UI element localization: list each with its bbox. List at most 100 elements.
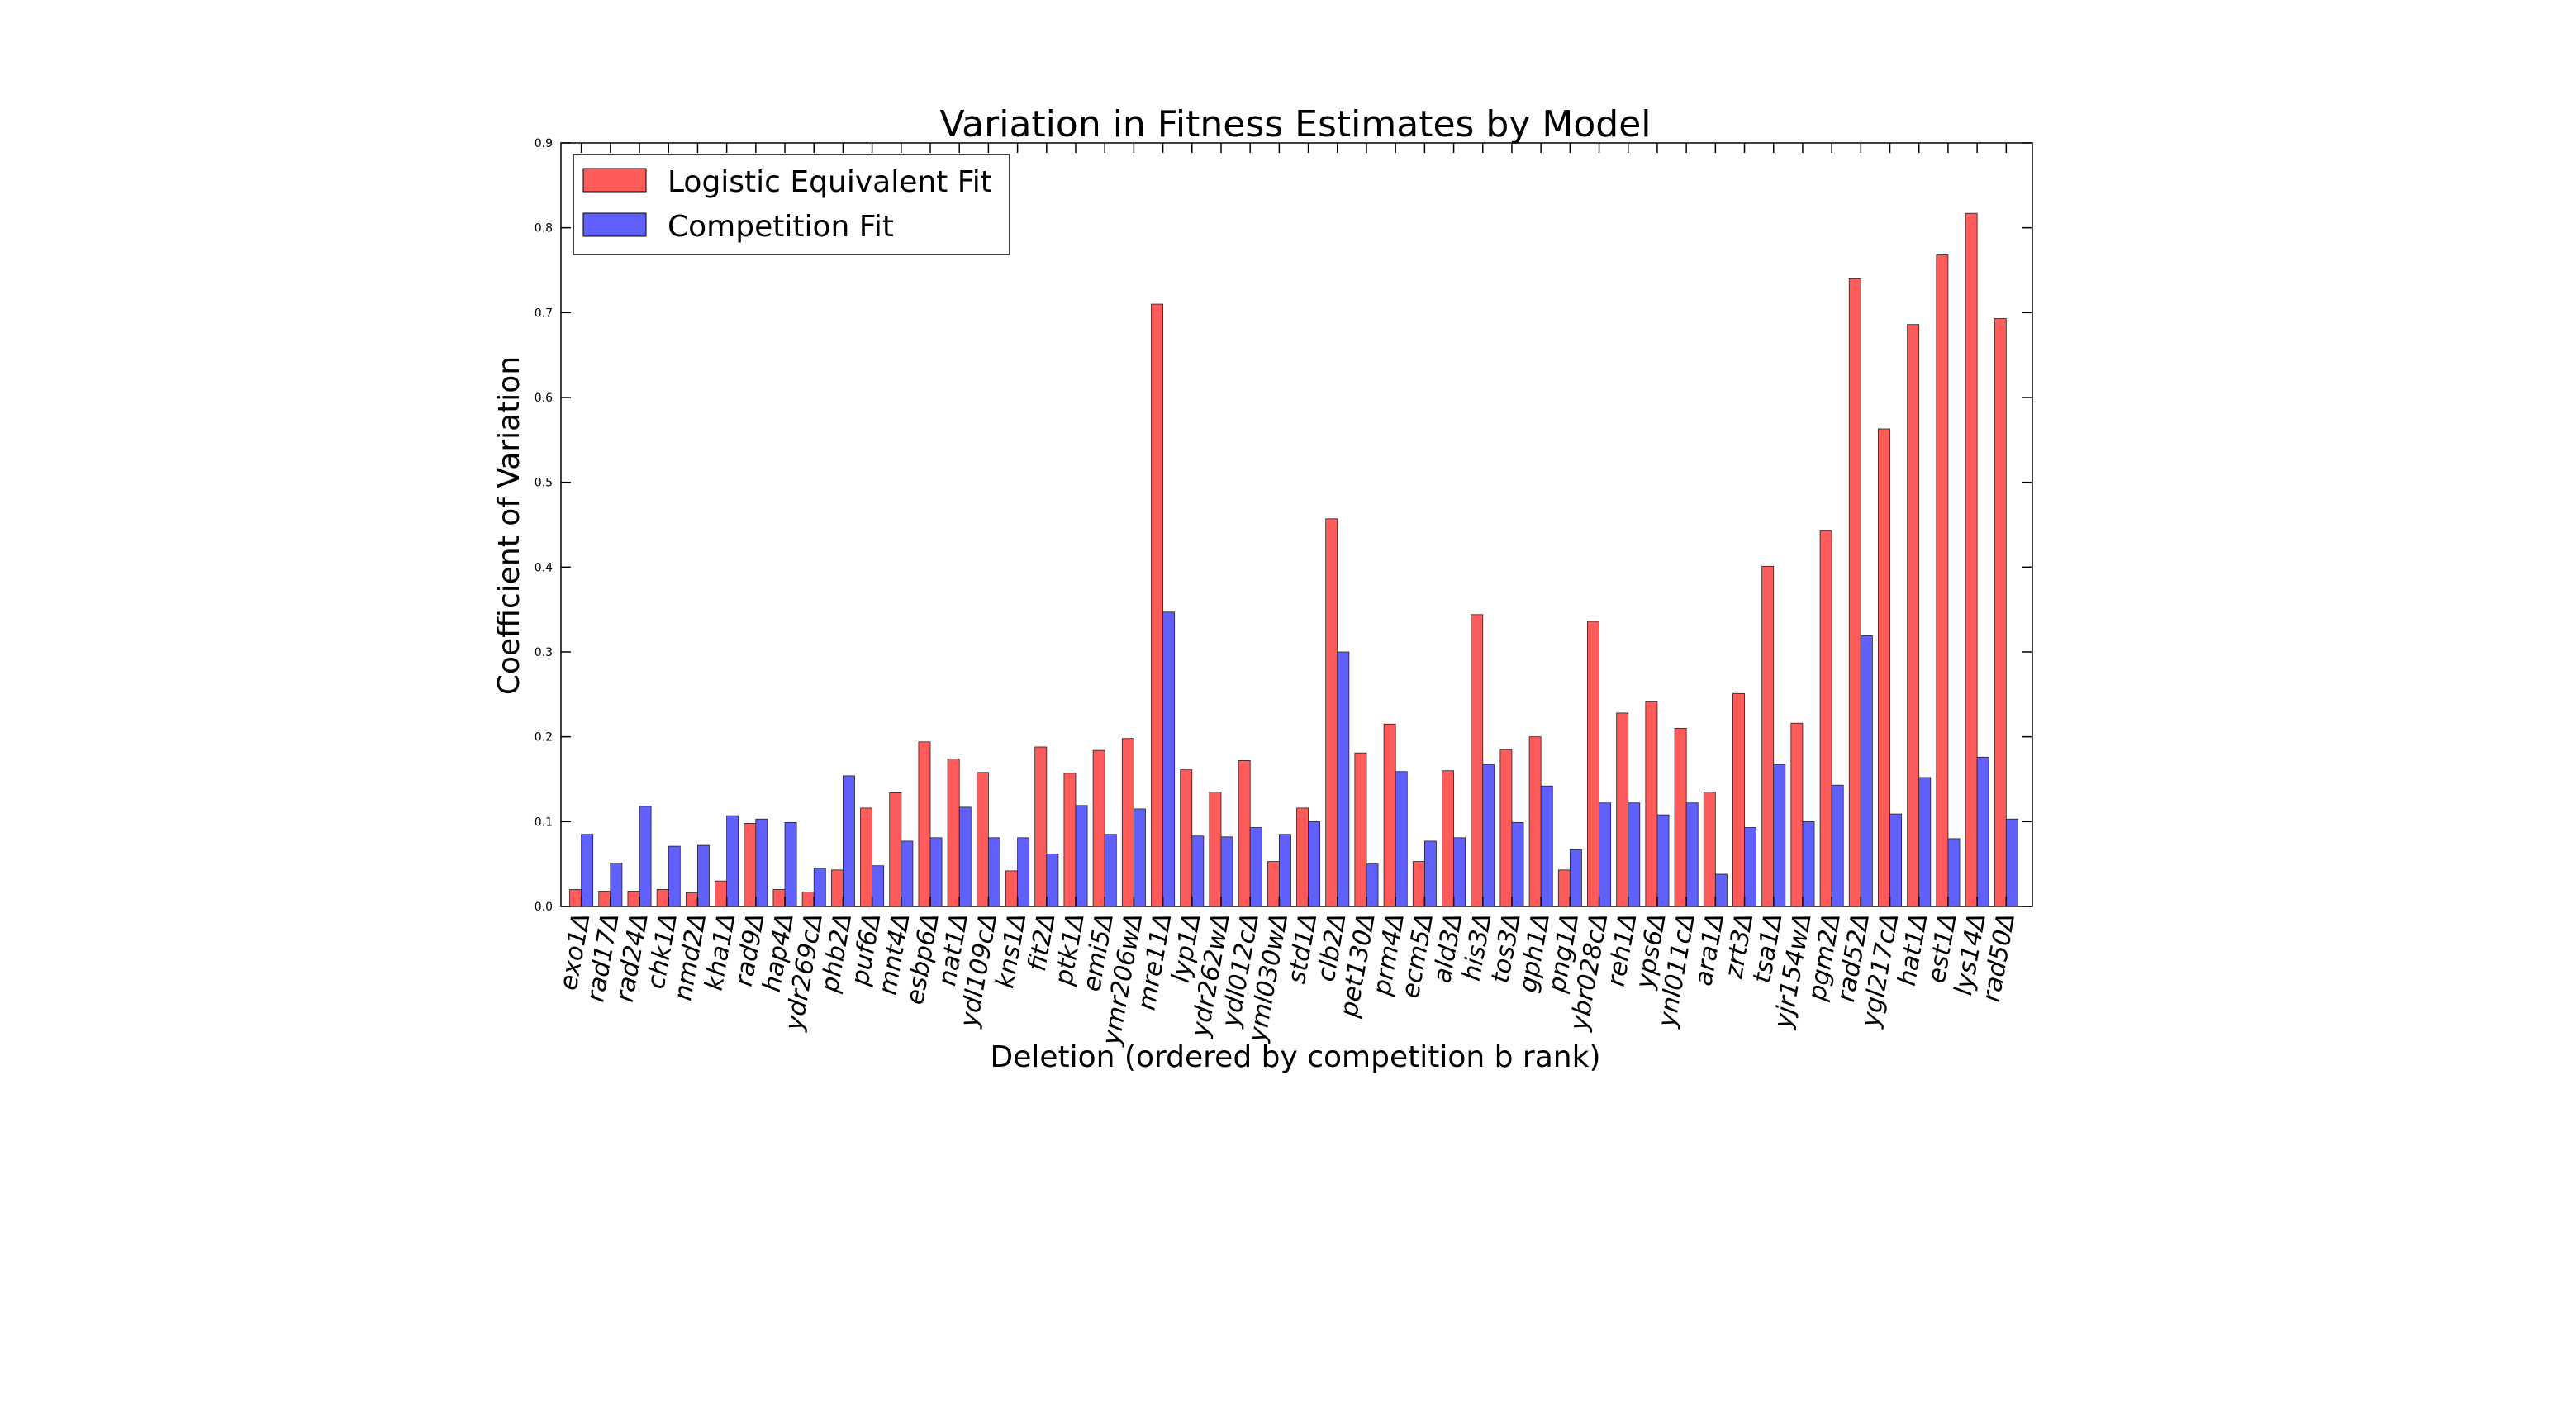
bar-logistic bbox=[1499, 749, 1513, 907]
plot-frame bbox=[560, 142, 2033, 907]
bar-logistic bbox=[1965, 212, 1978, 907]
bar-competition bbox=[726, 815, 739, 907]
bar-competition bbox=[1628, 802, 1641, 907]
bar-logistic bbox=[1616, 712, 1629, 907]
bar-logistic bbox=[1994, 318, 2007, 907]
bar-logistic bbox=[1936, 254, 1949, 907]
bar-competition bbox=[1423, 840, 1437, 907]
bar-logistic bbox=[1790, 722, 1804, 907]
bar-logistic bbox=[1528, 736, 1542, 907]
bar-logistic bbox=[1238, 760, 1251, 907]
legend-swatch-competition bbox=[582, 212, 647, 237]
bar-competition bbox=[1075, 805, 1088, 907]
plot-area bbox=[560, 142, 2033, 907]
bar-competition bbox=[872, 865, 885, 907]
bar-logistic bbox=[1442, 770, 1454, 907]
bar-competition bbox=[1773, 764, 1786, 907]
bar-logistic bbox=[1761, 565, 1775, 907]
bar-competition bbox=[784, 821, 797, 907]
bar-competition bbox=[1744, 827, 1757, 907]
bar-competition bbox=[1685, 802, 1699, 907]
bar-logistic bbox=[1151, 303, 1163, 907]
bar-competition bbox=[610, 863, 623, 907]
bar-logistic bbox=[947, 758, 960, 907]
y-tick-label: 0.4 bbox=[535, 561, 553, 574]
bar-logistic bbox=[1180, 769, 1193, 907]
bar-competition bbox=[1308, 821, 1321, 907]
legend: Logistic Equivalent Fit Competition Fit bbox=[573, 154, 1010, 255]
bar-competition bbox=[755, 818, 768, 907]
bar-logistic bbox=[1092, 749, 1105, 907]
bar-competition bbox=[1366, 863, 1379, 907]
bar-logistic bbox=[1878, 428, 1890, 907]
y-axis: 0.0 0.1 0.2 0.3 0.4 0.5 0.6 0.7 0.8 0.9 bbox=[535, 137, 2032, 914]
legend-label-logistic: Logistic Equivalent Fit bbox=[668, 165, 992, 199]
y-tick-label: 0.0 bbox=[535, 901, 553, 914]
bar-competition bbox=[2005, 818, 2018, 907]
legend-label-competition: Competition Fit bbox=[668, 210, 894, 244]
bar-competition bbox=[1482, 764, 1495, 907]
y-tick-label: 0.6 bbox=[535, 392, 553, 405]
bar-logistic bbox=[1412, 861, 1425, 907]
bar-competition bbox=[1337, 651, 1350, 907]
bar-competition bbox=[1162, 611, 1176, 907]
y-tick-label: 0.3 bbox=[535, 646, 553, 659]
bar-competition bbox=[1511, 821, 1524, 907]
bar-competition bbox=[1104, 834, 1117, 907]
bar-competition bbox=[1831, 784, 1844, 907]
bar-competition bbox=[1133, 808, 1146, 907]
bar-logistic bbox=[627, 891, 640, 907]
chart-title: Variation in Fitness Estimates by Model bbox=[940, 103, 1652, 145]
bar-logistic bbox=[1587, 621, 1599, 907]
bar-competition bbox=[1249, 827, 1262, 907]
bar-competition bbox=[901, 840, 914, 907]
bar-logistic bbox=[1325, 518, 1338, 907]
bar-competition bbox=[1046, 853, 1059, 907]
bar-logistic bbox=[1645, 701, 1658, 907]
bar-logistic bbox=[1063, 773, 1077, 907]
bar-logistic bbox=[801, 892, 815, 907]
bar-competition bbox=[1540, 785, 1553, 907]
bar-logistic bbox=[1732, 692, 1745, 907]
bar-competition bbox=[929, 837, 943, 907]
bar-logistic bbox=[860, 807, 873, 907]
y-axis-label: Coefficient of Variation bbox=[492, 356, 526, 695]
bar-competition bbox=[1889, 813, 1903, 907]
x-axis-label: Deletion (ordered by competition b rank) bbox=[991, 1040, 1601, 1074]
bar-logistic bbox=[1471, 614, 1484, 907]
x-axis: exo1Δrad17Δrad24Δchk1Δnmd2Δkha1Δrad9Δhap… bbox=[554, 143, 2021, 1049]
bar-logistic bbox=[685, 892, 698, 907]
bar-logistic bbox=[656, 889, 669, 907]
bar-logistic bbox=[976, 772, 989, 907]
bar-competition bbox=[697, 844, 710, 907]
bar-logistic bbox=[830, 869, 844, 907]
bar-logistic bbox=[1848, 278, 1861, 907]
bar-competition bbox=[1278, 834, 1291, 907]
y-tick-label: 0.7 bbox=[535, 307, 553, 320]
y-tick-label: 0.5 bbox=[535, 477, 553, 490]
bar-competition bbox=[1802, 821, 1815, 907]
bar-competition bbox=[958, 806, 972, 907]
bar-competition bbox=[639, 806, 652, 907]
bar-logistic bbox=[772, 889, 786, 907]
y-tick-label: 0.8 bbox=[535, 222, 553, 235]
bar-logistic bbox=[1005, 870, 1019, 907]
bar-logistic bbox=[1034, 746, 1048, 907]
bar-competition bbox=[1860, 635, 1873, 907]
bar-competition bbox=[581, 834, 594, 907]
y-tick-label: 0.2 bbox=[535, 731, 553, 744]
bar-logistic bbox=[715, 880, 728, 907]
y-tick-label: 0.1 bbox=[535, 816, 553, 829]
bar-competition bbox=[1714, 873, 1728, 907]
bar-logistic bbox=[1557, 869, 1571, 907]
bar-logistic bbox=[1819, 530, 1832, 907]
bar-competition bbox=[668, 845, 681, 907]
bars bbox=[569, 212, 2018, 907]
bar-logistic bbox=[1907, 324, 1920, 907]
bar-competition bbox=[1220, 836, 1233, 907]
bar-logistic bbox=[1703, 792, 1716, 907]
bar-logistic bbox=[1267, 861, 1280, 907]
bar-competition bbox=[1947, 838, 1961, 907]
bar-competition bbox=[1918, 777, 1932, 907]
